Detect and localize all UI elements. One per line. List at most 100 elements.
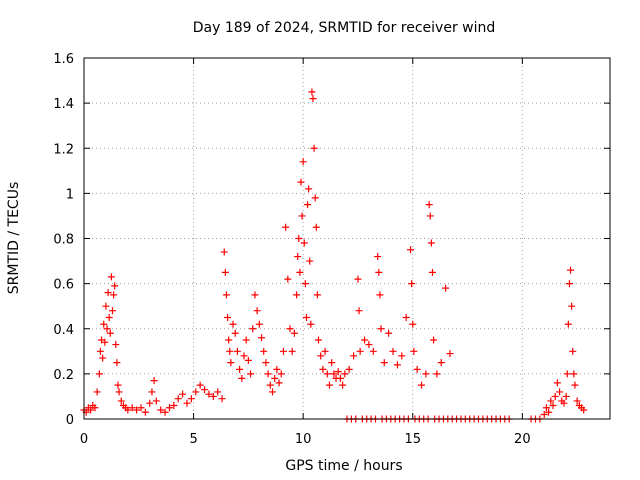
data-point: [133, 406, 141, 414]
x-tick-label: 10: [295, 432, 312, 447]
data-point: [542, 404, 550, 412]
plot-frame: [83, 57, 611, 420]
data-point: [226, 347, 234, 355]
data-point: [104, 289, 112, 297]
data-point: [334, 368, 342, 376]
data-point: [115, 388, 123, 396]
data-point: [262, 359, 270, 367]
x-tick-label: 15: [404, 432, 421, 447]
data-point: [111, 282, 119, 290]
data-point: [108, 307, 116, 315]
data-point: [385, 329, 393, 337]
y-tick-label: 1.4: [53, 97, 74, 112]
data-point: [309, 95, 317, 103]
y-tick-label: 0.8: [53, 233, 74, 248]
data-point: [150, 377, 158, 385]
data-point: [110, 291, 118, 299]
data-point: [100, 320, 108, 328]
data-point: [298, 212, 306, 220]
data-point: [266, 381, 274, 389]
data-point: [264, 370, 272, 378]
data-point: [187, 395, 195, 403]
data-point: [564, 320, 572, 328]
y-tick-label: 0: [66, 413, 74, 428]
data-point: [567, 266, 575, 274]
data-point: [433, 370, 441, 378]
data-point: [549, 401, 557, 409]
data-point: [568, 302, 576, 310]
data-point: [165, 404, 173, 412]
data-point: [284, 275, 292, 283]
data-point: [380, 359, 388, 367]
data-point: [240, 352, 248, 360]
data-point: [553, 379, 561, 387]
data-point: [255, 320, 263, 328]
data-point: [282, 223, 290, 231]
data-point: [112, 341, 120, 349]
data-point: [231, 329, 239, 337]
data-point: [410, 347, 418, 355]
data-point: [425, 201, 433, 209]
data-point: [547, 397, 555, 405]
data-point: [323, 370, 331, 378]
data-point: [220, 248, 228, 256]
data-point: [93, 388, 101, 396]
x-axis-label: GPS time / hours: [285, 458, 402, 474]
data-point: [96, 347, 104, 355]
data-point: [336, 374, 344, 382]
data-point: [389, 347, 397, 355]
y-tick-label: 0.4: [53, 323, 74, 338]
data-point: [311, 194, 319, 202]
data-point: [545, 408, 553, 416]
data-point: [277, 370, 285, 378]
data-point: [321, 347, 329, 355]
data-point: [393, 361, 401, 369]
y-tick-label: 1: [66, 187, 74, 202]
data-point: [319, 365, 327, 373]
data-point: [196, 381, 204, 389]
data-point: [571, 381, 579, 389]
data-point: [437, 359, 445, 367]
data-point: [413, 365, 421, 373]
data-point: [225, 336, 233, 344]
data-point: [209, 392, 217, 400]
data-point: [102, 302, 110, 310]
data-point: [260, 347, 268, 355]
data-point: [106, 329, 114, 337]
data-point: [224, 313, 232, 321]
data-point: [157, 406, 165, 414]
data-point: [227, 359, 235, 367]
data-point: [233, 347, 241, 355]
data-point: [341, 370, 349, 378]
data-point: [369, 347, 377, 355]
data-point: [427, 239, 435, 247]
x-tick-label: 5: [189, 432, 197, 447]
data-point: [355, 307, 363, 315]
data-point: [201, 386, 209, 394]
data-point: [317, 352, 325, 360]
data-point: [565, 280, 573, 288]
data-point: [356, 347, 364, 355]
data-point: [442, 284, 450, 292]
data-point: [313, 291, 321, 299]
data-point: [279, 347, 287, 355]
data-point: [275, 379, 283, 387]
data-point: [297, 178, 305, 186]
data-point: [563, 370, 571, 378]
data-point: [345, 365, 353, 373]
data-point: [407, 246, 415, 254]
data-point: [310, 144, 318, 152]
data-point: [87, 406, 95, 414]
data-point: [330, 370, 338, 378]
data-point: [146, 399, 154, 407]
data-point: [117, 397, 125, 405]
data-point: [124, 406, 132, 414]
data-point: [268, 388, 276, 396]
data-point: [249, 325, 257, 333]
axis-ticks: 0 0.2 0.4 0.6 0.8 1 1.2 1.4 1.6 0 5 10 15 20: [53, 52, 610, 447]
data-point: [418, 381, 426, 389]
data-point: [339, 381, 347, 389]
data-point: [294, 253, 302, 261]
y-tick-label: 1.6: [53, 52, 74, 67]
